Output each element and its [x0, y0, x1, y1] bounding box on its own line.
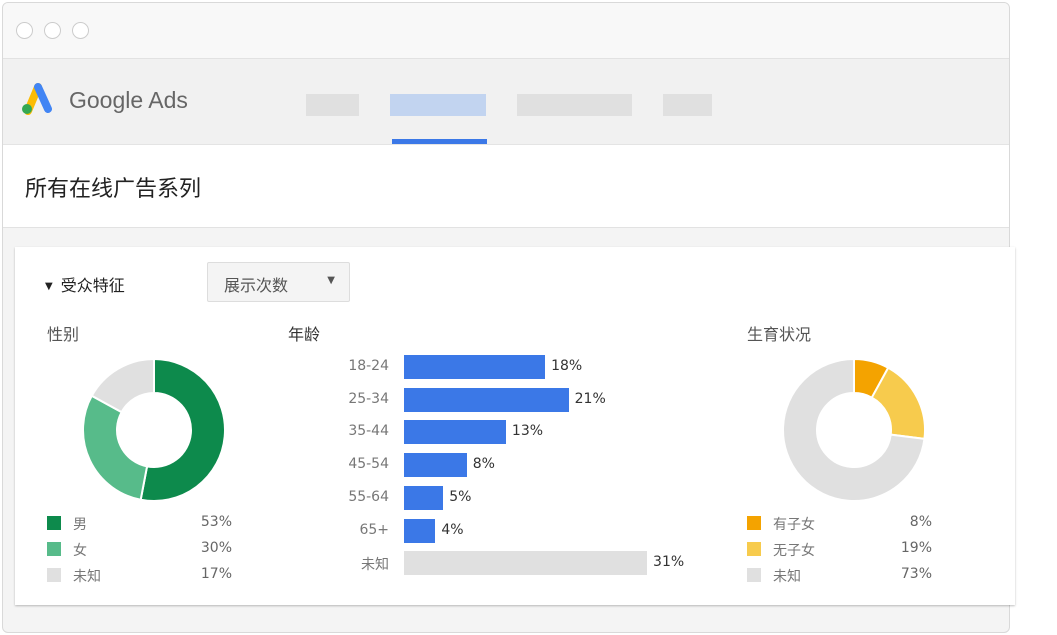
window-minimize-button[interactable] — [44, 22, 61, 39]
demographics-card: ▼ 受众特征 展示次数 ▼ 性别 年龄 生育状况 男 53% 女 30% 未知 17% 有子女 8… — [15, 247, 1015, 605]
nav-tab-1[interactable] — [306, 94, 359, 116]
age-bar-value: 18% — [551, 358, 583, 374]
parental-legend-value: 73% — [900, 566, 932, 582]
age-title: 年龄 — [288, 325, 321, 344]
parental-legend-swatch — [747, 516, 761, 530]
age-bar[interactable] — [404, 387, 569, 412]
age-category-label: 65+ — [359, 521, 389, 538]
parental-legend-label: 有子女 — [773, 517, 815, 533]
parental-legend-swatch — [747, 568, 761, 582]
window-maximize-button[interactable] — [72, 22, 89, 39]
google-ads-logo-icon — [22, 83, 52, 115]
nav-tab-2-active[interactable] — [390, 94, 486, 116]
parental-legend-label: 无子女 — [773, 543, 815, 559]
age-category-label: 未知 — [361, 557, 389, 574]
window-titlebar — [3, 3, 1009, 59]
metric-select[interactable]: 展示次数 ▼ — [207, 262, 350, 302]
age-bar[interactable] — [404, 453, 467, 478]
age-bar-value: 8% — [472, 456, 495, 473]
charts-svg — [82, 357, 926, 502]
gender-legend-swatch — [47, 516, 61, 530]
window-close-button[interactable] — [16, 22, 33, 39]
app-header: Google Ads — [3, 59, 1009, 145]
brand-name: Google Ads — [69, 87, 188, 113]
age-bar-value: 5% — [449, 488, 472, 505]
gender-legend-label: 未知 — [73, 569, 101, 585]
chevron-down-icon: ▼ — [327, 275, 335, 286]
age-bar[interactable] — [404, 518, 436, 543]
gender-legend-value: 17% — [200, 566, 232, 582]
age-bar-value: 4% — [441, 521, 464, 538]
nav-tab-4[interactable] — [663, 94, 712, 116]
triangle-down-icon: ▼ — [45, 281, 53, 292]
parental-legend-label: 未知 — [773, 569, 801, 585]
age-bar[interactable] — [404, 420, 506, 445]
parental-slice[interactable] — [782, 357, 926, 502]
age-category-label: 25-34 — [348, 390, 389, 407]
age-category-label: 18-24 — [348, 358, 389, 374]
metric-select-value: 展示次数 — [224, 276, 289, 295]
age-bar-value: 13% — [511, 423, 544, 440]
gender-legend-label: 女 — [73, 543, 87, 559]
gender-slice[interactable] — [82, 394, 149, 501]
gender-slice[interactable] — [90, 357, 155, 414]
age-category-label: 45-54 — [348, 456, 389, 473]
gender-legend-swatch — [47, 568, 61, 582]
nav-tab-3[interactable] — [517, 94, 632, 116]
parental-legend-swatch — [747, 542, 761, 556]
parental-legend-value: 19% — [900, 540, 932, 556]
gender-legend-value: 53% — [200, 514, 232, 530]
gender-legend-value: 30% — [200, 540, 232, 556]
active-tab-indicator — [392, 139, 487, 144]
parental-title: 生育状况 — [747, 325, 812, 344]
age-bar[interactable] — [404, 485, 444, 510]
age-bar-value: 31% — [653, 554, 685, 571]
age-bar[interactable] — [404, 551, 648, 576]
parental-legend-value: 8% — [909, 514, 932, 530]
gender-legend-swatch — [47, 542, 61, 556]
age-bar[interactable] — [404, 355, 546, 379]
gender-title: 性别 — [47, 325, 80, 344]
age-category-label: 55-64 — [348, 488, 389, 505]
age-category-label: 35-44 — [348, 423, 389, 440]
page-title: 所有在线广告系列 — [25, 177, 202, 202]
gender-legend-label: 男 — [73, 517, 87, 533]
section-title: 受众特征 — [60, 276, 125, 295]
gender-slice[interactable] — [139, 357, 227, 502]
page-title-bar: 所有在线广告系列 — [3, 145, 1009, 228]
section-toggle[interactable]: ▼ 受众特征 — [45, 272, 125, 296]
age-bar-value: 21% — [574, 390, 606, 407]
